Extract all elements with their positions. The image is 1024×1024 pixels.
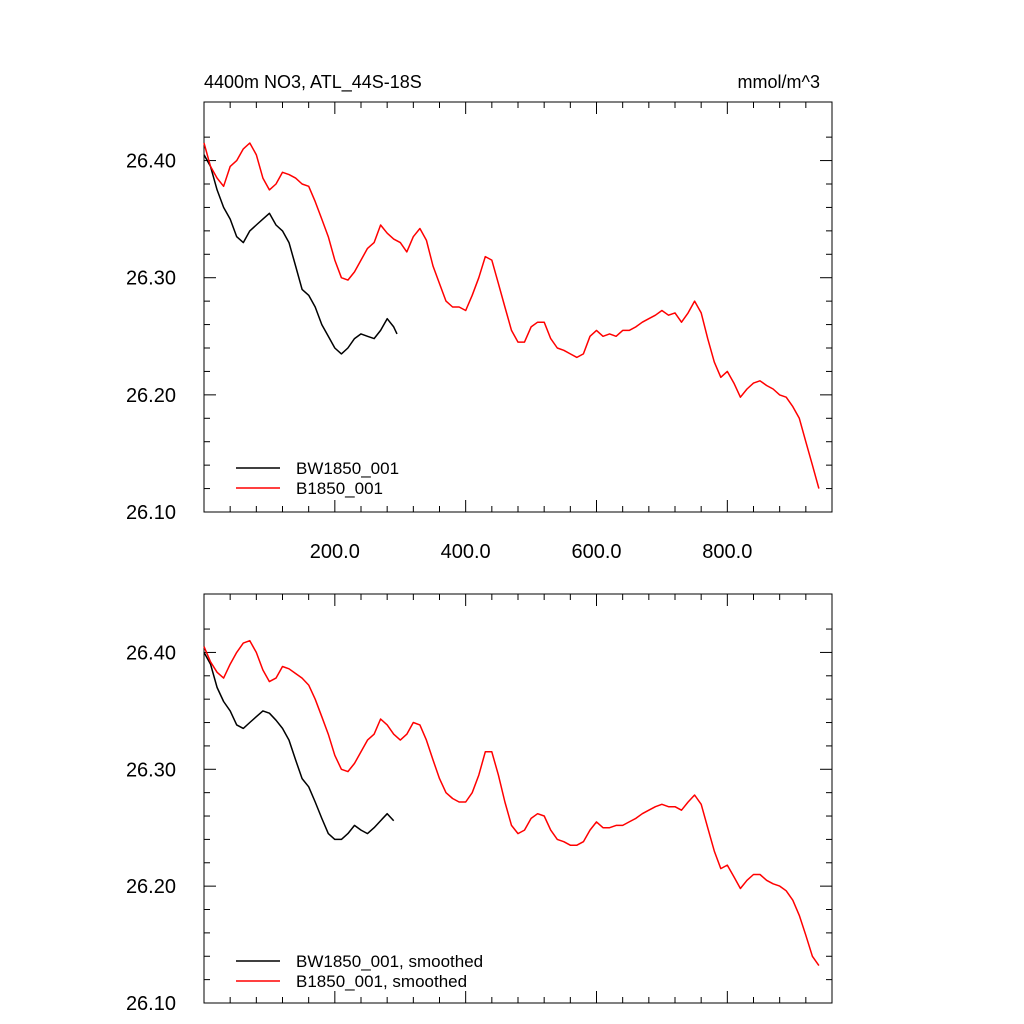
plot-frame (203, 593, 833, 1004)
series-line-b1850-001-smoothed (203, 639, 820, 967)
x-tick-label: 600.0 (571, 541, 621, 563)
chart-top: 200.0 400.0 600.0 800.0 26.10 26.20 26.30 26.40… (126, 72, 833, 563)
plot-frame (203, 101, 833, 513)
y-tick-label: 26.40 (126, 151, 176, 173)
legend-label: B1850_001 (296, 479, 383, 498)
x-tick-label: 400.0 (441, 541, 491, 563)
legend-label: BW1850_001 (296, 459, 399, 478)
chart-bottom: 26.10 26.20 26.30 26.40 BW1850_001, smoothed… (126, 593, 833, 1015)
y-tick-label: 26.40 (126, 642, 176, 664)
y-tick-label: 26.10 (126, 502, 176, 524)
y-tick-label: 26.20 (126, 876, 176, 898)
units-label: mmol/m^3 (738, 72, 820, 92)
y-tick-label: 26.30 (126, 759, 176, 781)
series-line-bw1850-001 (203, 154, 398, 355)
series-line-b1850-001 (203, 142, 820, 489)
x-tick-label: 200.0 (310, 541, 360, 563)
legend-label: BW1850_001, smoothed (296, 952, 483, 971)
chart-title: 4400m NO3, ATL_44S-18S (204, 72, 422, 93)
legend-label: B1850_001, smoothed (296, 972, 467, 991)
y-tick-label: 26.30 (126, 268, 176, 290)
series-line-bw1850-001-smoothed (203, 652, 395, 841)
y-tick-label: 26.10 (126, 993, 176, 1015)
x-tick-label: 800.0 (702, 541, 752, 563)
y-tick-label: 26.20 (126, 385, 176, 407)
